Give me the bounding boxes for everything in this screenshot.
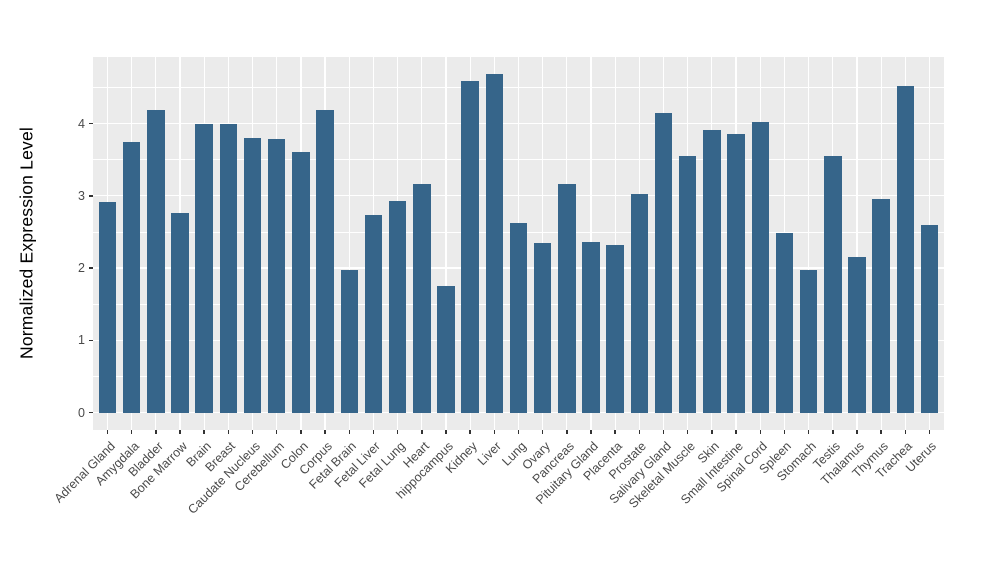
x-tick-mark [275, 430, 278, 434]
x-tick-mark [372, 430, 375, 434]
x-tick-mark [155, 430, 157, 434]
x-gridline [445, 57, 447, 430]
bar-fetal-brain [340, 270, 359, 413]
bar-prostate [630, 194, 649, 413]
y-tick-label: 1 [78, 333, 85, 348]
x-tick-mark [928, 430, 931, 434]
bar-liver [485, 74, 504, 413]
y-tick-label: 4 [78, 116, 85, 131]
x-tick-mark [251, 430, 254, 434]
y-tick-mark [88, 339, 93, 342]
x-tick-mark [614, 430, 616, 434]
x-tick-mark [130, 430, 133, 434]
x-gridline [856, 57, 858, 430]
bar-thalamus [848, 257, 866, 413]
x-tick-mark [203, 430, 205, 434]
x-tick-mark [348, 430, 351, 434]
y-tick-mark [88, 267, 93, 269]
x-tick-mark [469, 430, 471, 434]
y-tick-mark [88, 122, 93, 125]
x-tick-mark [445, 430, 447, 434]
bar-spleen [775, 232, 794, 413]
x-tick-mark [904, 430, 907, 434]
x-tick-mark [759, 430, 761, 434]
plot-panel [93, 57, 944, 430]
y-tick-mark [88, 411, 93, 414]
bar-skin [703, 130, 721, 413]
x-tick-mark [179, 430, 181, 434]
bar-ovary [533, 242, 552, 413]
bar-amygdala [122, 141, 141, 413]
x-tick-mark [662, 430, 665, 434]
bar-pancreas [558, 183, 576, 413]
x-tick-mark [106, 430, 109, 434]
bar-breast [219, 123, 238, 413]
bar-heart [413, 183, 431, 413]
bar-testis [824, 156, 842, 413]
bar-trachea [896, 85, 915, 413]
bar-fetal-lung [388, 200, 407, 413]
x-tick-mark [493, 430, 496, 434]
x-gridline [614, 57, 616, 430]
x-tick-mark [227, 430, 230, 434]
bar-lung [509, 222, 528, 413]
x-tick-mark [880, 430, 882, 434]
bar-skeletal-muscle [678, 156, 697, 413]
x-tick-mark [517, 430, 520, 434]
y-tick-label: 0 [78, 405, 85, 420]
x-tick-mark [324, 430, 326, 434]
y-axis-title: Normalized Expression Level [16, 126, 37, 360]
x-tick-mark [396, 430, 399, 434]
x-tick-mark [590, 430, 592, 434]
bar-bone-marrow [171, 213, 189, 413]
bar-hippocampus [437, 286, 455, 413]
bar-salivary-gland [654, 113, 673, 413]
bar-corpus [316, 110, 334, 413]
x-tick-mark [686, 430, 689, 434]
bar-bladder [147, 109, 165, 413]
x-tick-mark [711, 430, 713, 434]
y-tick-label: 3 [78, 188, 85, 203]
bar-caudate-nucleus [243, 137, 262, 413]
bar-stomach [799, 269, 818, 413]
bar-cerebellum [267, 139, 286, 413]
bar-uterus [920, 225, 939, 413]
y-tick-mark [88, 195, 93, 197]
bar-kidney [461, 80, 479, 413]
bar-fetal-liver [364, 215, 383, 413]
bar-thymus [872, 199, 890, 413]
x-tick-mark [807, 430, 810, 434]
bar-placenta [606, 244, 624, 413]
x-tick-mark [856, 430, 858, 434]
y-tick-label: 2 [78, 261, 85, 276]
x-gridline [348, 57, 350, 430]
bar-adrenal-gland [98, 201, 117, 413]
x-tick-mark [421, 430, 423, 434]
x-tick-mark [541, 430, 544, 434]
bar-colon [292, 151, 310, 413]
x-tick-mark [783, 430, 786, 434]
bar-brain [195, 123, 213, 413]
x-tick-mark [300, 430, 302, 434]
bar-small-intestine [727, 133, 745, 413]
x-tick-mark [735, 430, 737, 434]
bar-pituitary-gland [582, 242, 600, 413]
bar-spinal-cord [751, 122, 769, 413]
x-tick-mark [566, 430, 568, 434]
x-tick-mark [638, 430, 641, 434]
x-gridline [808, 57, 810, 430]
x-tick-mark [832, 430, 834, 434]
